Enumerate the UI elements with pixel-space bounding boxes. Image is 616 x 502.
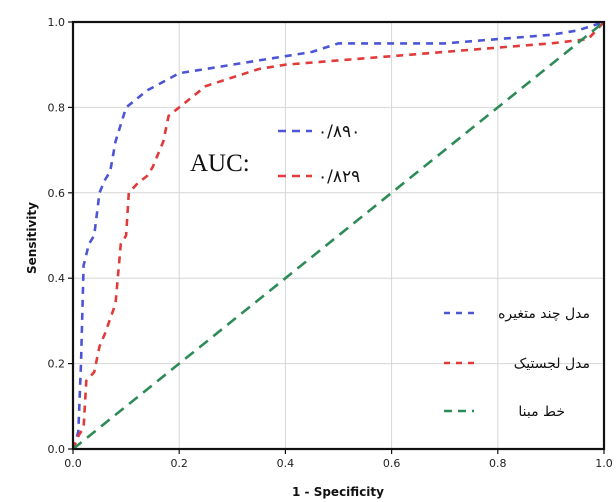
y-tick-label: 1.0 — [48, 16, 66, 29]
axis-ticks: 0.0 0.2 0.4 0.6 0.8 1.0 0.0 0.2 0.4 0.6 0.8 1.0 — [48, 16, 613, 470]
y-axis-title: Sensitivity — [25, 202, 39, 274]
x-tick-label: 0.2 — [170, 457, 188, 470]
legend: مدل چند متغیره مدل لجستیک خط مبنا — [444, 306, 590, 420]
legend-label-baseline: خط مبنا — [518, 404, 565, 420]
logistic-curve — [71, 21, 605, 450]
y-tick-label: 0.2 — [48, 358, 66, 371]
auc-label: AUC: — [190, 150, 250, 177]
y-tick-label: 0.8 — [48, 101, 66, 114]
legend-label-multivariate: مدل چند متغیره — [498, 306, 590, 322]
x-tick-label: 0.0 — [64, 457, 82, 470]
auc-value-logistic: ۰/۸۲۹ — [318, 167, 360, 187]
baseline-line — [72, 20, 605, 451]
auc-value-multivariate: ۰/۸۹۰ — [318, 122, 360, 142]
x-tick-label: 0.4 — [277, 457, 295, 470]
x-tick-label: 0.8 — [489, 457, 507, 470]
x-axis-title: 1 - Specificity — [292, 485, 384, 499]
grid-lines — [73, 22, 604, 449]
multivariate-curve — [71, 20, 605, 450]
x-tick-label: 0.6 — [383, 457, 401, 470]
y-tick-label: 0.4 — [48, 272, 66, 285]
plot-frame — [71, 20, 606, 451]
y-tick-label: 0.6 — [48, 187, 66, 200]
y-tick-label: 0.0 — [48, 443, 66, 456]
series-layer — [71, 20, 605, 451]
legend-label-logistic: مدل لجستیک — [514, 356, 590, 372]
x-tick-label: 1.0 — [595, 457, 613, 470]
